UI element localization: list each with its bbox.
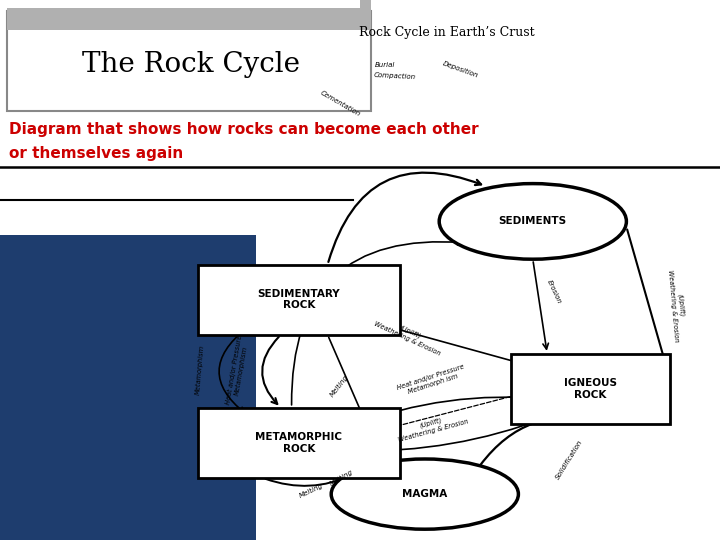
Bar	[7, 11, 371, 111]
Bar	[511, 354, 670, 424]
Text: Heat and/or Pressure
Metamorphism: Heat and/or Pressure Metamorphism	[225, 334, 251, 406]
Text: Heat and/or Pressure
Metamorph ism: Heat and/or Pressure Metamorph ism	[397, 363, 467, 398]
Bar	[7, 8, 371, 30]
Text: Cementation: Cementation	[319, 90, 361, 118]
Text: Melting: Melting	[298, 482, 324, 498]
Text: Deposition: Deposition	[442, 60, 480, 78]
Text: (Uplift)
Weathering & Erosion: (Uplift) Weathering & Erosion	[395, 410, 469, 443]
Text: SEDIMENTARY
ROCK: SEDIMENTARY ROCK	[258, 289, 340, 310]
Text: SEDIMENTS: SEDIMENTS	[499, 217, 567, 226]
Bar	[198, 265, 400, 335]
Text: The Rock Cycle: The Rock Cycle	[82, 51, 300, 78]
Text: Compaction: Compaction	[374, 71, 415, 80]
Ellipse shape	[439, 184, 626, 259]
Text: (Uplift)
Weathering & Erosion: (Uplift) Weathering & Erosion	[373, 313, 445, 356]
Text: Melting: Melting	[329, 469, 355, 487]
Bar	[360, 0, 371, 30]
Text: Burial: Burial	[375, 62, 395, 68]
Text: Solidification: Solidification	[554, 439, 583, 481]
Text: IGNEOUS
ROCK: IGNEOUS ROCK	[564, 378, 617, 400]
Text: Metamorphism: Metamorphism	[195, 345, 205, 395]
Text: or themselves again: or themselves again	[9, 146, 183, 161]
Text: Erosion: Erosion	[546, 279, 562, 305]
Text: METAMORPHIC
ROCK: METAMORPHIC ROCK	[256, 432, 342, 454]
Ellipse shape	[331, 459, 518, 529]
Text: (Uplift)
Weathering & Erosion: (Uplift) Weathering & Erosion	[667, 268, 687, 342]
Text: Diagram that shows how rocks can become each other: Diagram that shows how rocks can become …	[9, 122, 478, 137]
Text: Rock Cycle in Earth’s Crust: Rock Cycle in Earth’s Crust	[359, 26, 534, 39]
Text: Melting: Melting	[330, 374, 350, 398]
Bar	[0, 235, 256, 540]
Text: MAGMA: MAGMA	[402, 489, 447, 499]
Bar	[198, 408, 400, 478]
